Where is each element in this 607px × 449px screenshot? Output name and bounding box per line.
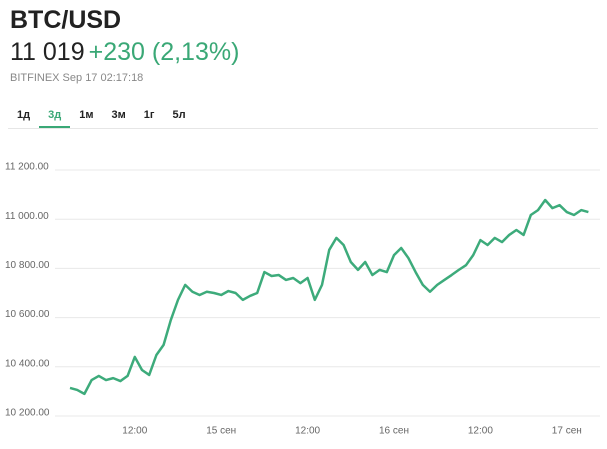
- price: 11 019: [10, 38, 85, 66]
- title: BTC/USD: [10, 6, 122, 34]
- range-tab[interactable]: 1г: [143, 109, 155, 121]
- x-tick-label: 17 сен: [552, 426, 582, 437]
- price-line: 11 019 +230 (2,13%): [10, 38, 239, 67]
- price-line: [69, 198, 589, 396]
- change: +230 (2,13%): [88, 38, 240, 66]
- y-tick-label: 10 400.00: [5, 358, 50, 369]
- x-tick-label: 12:00: [468, 426, 493, 437]
- x-tick-label: 12:00: [295, 426, 320, 437]
- y-tick-label: 11 000.00: [5, 211, 49, 222]
- range-tab[interactable]: 3д: [39, 100, 71, 128]
- range-tabs: 1д 3д 1м 3м 1г 5л: [8, 100, 598, 129]
- y-tick-label: 10 600.00: [5, 309, 50, 320]
- x-tick-label: 16 сен: [379, 426, 409, 437]
- y-tick-label: 11 200.00: [5, 162, 49, 173]
- range-tab[interactable]: 1м: [79, 109, 94, 121]
- range-tab[interactable]: 5л: [172, 109, 186, 121]
- x-tick-label: 15 сен: [206, 426, 236, 437]
- x-tick-label: 12:00: [122, 426, 147, 437]
- range-tab[interactable]: 1д: [17, 109, 31, 121]
- source: BITFINEX Sep 17 02:17:18: [10, 72, 144, 84]
- y-tick-label: 10 200.00: [5, 408, 50, 419]
- range-tab[interactable]: 3м: [111, 109, 126, 121]
- y-tick-label: 10 800.00: [5, 260, 50, 271]
